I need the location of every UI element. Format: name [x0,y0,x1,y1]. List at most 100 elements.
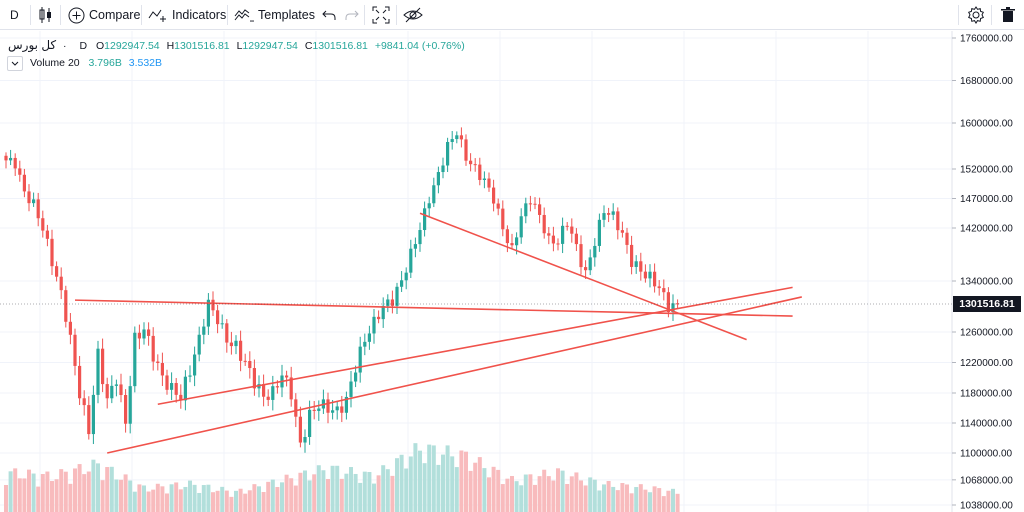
candle [501,208,505,230]
volume-bar [132,491,137,512]
trend-line[interactable] [419,212,747,341]
volume-bar [542,469,547,512]
trend-line[interactable] [107,296,802,454]
candle [174,383,178,395]
volume-bar [464,451,468,512]
volume-bar [114,479,119,512]
settings-button[interactable] [967,0,985,30]
undo-button[interactable] [322,0,336,30]
candle [639,261,643,272]
volume-bar [252,484,257,512]
candle [41,218,45,231]
candle [390,299,394,306]
candle [602,213,606,220]
candle [142,329,146,339]
price-axis-label: 1600000.00 [960,119,1013,130]
volume-bar [316,465,321,512]
candle [101,348,105,385]
volume-bar [201,485,206,512]
price-axis[interactable] [952,31,1024,512]
open-key: O [95,40,105,52]
fullscreen-button[interactable] [372,0,390,30]
candle [551,235,555,244]
low-key: L [236,40,243,52]
volume-bar [86,471,91,512]
candle [344,396,348,413]
price-chart[interactable]: 1760000.00 1680000.00 1600000.00 1520000.00… [0,31,1024,512]
delete-button[interactable] [1001,0,1015,30]
volume-bar [556,468,560,512]
volume-bar [615,490,620,512]
trend-line[interactable] [157,286,793,406]
volume-bar [224,490,229,512]
candle [4,155,8,161]
candle [524,203,528,217]
volume-bar [59,469,64,512]
candle [335,406,339,411]
candle [492,187,496,204]
legend-interval: D [79,40,88,52]
volume-bar [330,465,335,512]
volume-bar [482,468,487,512]
candle [331,410,335,413]
candle [671,303,675,313]
volume-bars [4,443,680,512]
volume-bar [523,474,528,512]
candle [413,244,417,249]
candle [547,233,551,236]
candle [423,208,427,231]
price-axis-label: 1520000.00 [960,165,1013,176]
volume-bar [298,472,303,512]
volume-bar [73,468,77,512]
toolbar-divider [60,5,61,25]
volume-bar [413,443,418,512]
candle [565,225,569,227]
volume-bar [206,484,211,512]
price-axis-label: 1760000.00 [960,34,1013,45]
trend-line[interactable] [74,299,793,317]
candle [248,361,252,369]
compare-button[interactable]: Compare [68,0,140,30]
hide-drawings-button[interactable] [403,0,423,30]
volume-bar [22,478,27,512]
trend-lines[interactable] [74,212,802,454]
volume-bar [183,486,188,512]
collapse-legend-button[interactable] [7,56,23,71]
templates-button[interactable]: Templates [234,0,315,30]
price-axis-label: 1420000.00 [960,224,1013,235]
eye-off-icon [403,7,423,23]
interval-button[interactable]: D [10,0,19,30]
volume-bar [54,479,59,512]
candle [427,203,431,209]
candle [574,233,578,245]
volume-bar [220,486,225,512]
candle [128,386,132,424]
volume-bar [500,484,505,512]
volume-bar [376,475,381,512]
candle [160,363,164,376]
candle [409,248,413,273]
candle [87,405,91,435]
low-value: 1292947.54 [242,40,298,52]
candle [611,211,615,215]
candle [340,406,344,413]
indicators-button[interactable]: Indicators [148,0,226,30]
volume-bar [91,459,96,512]
candle [400,280,404,287]
candle [312,409,316,411]
close-value: 1301516.81 [312,40,368,52]
candle [450,139,454,142]
candle [285,375,289,378]
templates-label: Templates [258,8,315,22]
candle [45,230,49,239]
redo-icon [345,8,359,22]
redo-button[interactable] [345,0,359,30]
volume-bar [418,450,422,512]
toolbar-divider [141,5,142,25]
volume-bar [390,475,395,512]
candle [487,178,491,188]
chart-type-button[interactable] [38,0,54,30]
candle [533,203,537,205]
volume-bar [326,478,330,512]
volume-bar [243,493,248,512]
